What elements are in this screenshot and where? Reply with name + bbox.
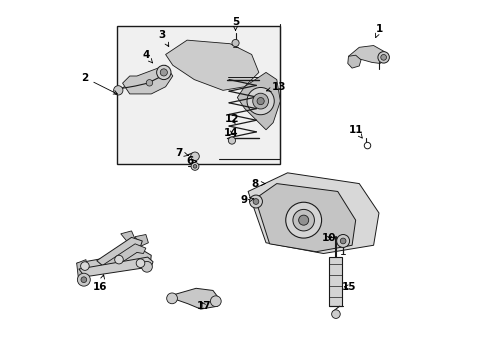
Polygon shape — [121, 231, 135, 244]
Circle shape — [292, 210, 314, 231]
Circle shape — [77, 273, 90, 286]
Polygon shape — [165, 40, 258, 90]
Circle shape — [249, 195, 262, 208]
Circle shape — [246, 87, 274, 115]
Circle shape — [364, 142, 370, 149]
Circle shape — [136, 259, 144, 267]
Circle shape — [191, 162, 199, 170]
Circle shape — [142, 261, 152, 272]
Circle shape — [81, 262, 89, 270]
Polygon shape — [100, 244, 145, 273]
Text: 8: 8 — [251, 179, 264, 189]
Polygon shape — [347, 55, 360, 68]
Circle shape — [377, 51, 388, 63]
Text: 17: 17 — [197, 301, 211, 311]
Circle shape — [115, 255, 123, 264]
Text: 7: 7 — [175, 148, 188, 158]
Polygon shape — [255, 184, 355, 252]
Text: 4: 4 — [142, 50, 152, 63]
Polygon shape — [79, 257, 153, 277]
Text: 9: 9 — [241, 195, 253, 206]
Circle shape — [166, 293, 177, 304]
Circle shape — [81, 277, 86, 283]
Circle shape — [340, 238, 346, 244]
Circle shape — [285, 202, 321, 238]
Circle shape — [160, 69, 167, 76]
Circle shape — [336, 234, 349, 247]
Text: 11: 11 — [348, 125, 362, 138]
Circle shape — [193, 165, 196, 168]
Text: 14: 14 — [223, 129, 238, 138]
Circle shape — [380, 54, 386, 60]
Text: 12: 12 — [224, 114, 239, 124]
Circle shape — [228, 137, 235, 144]
Text: 6: 6 — [186, 156, 196, 166]
Text: 1: 1 — [375, 24, 382, 37]
Bar — [117, 26, 280, 164]
Circle shape — [156, 65, 171, 80]
Circle shape — [298, 215, 308, 225]
Polygon shape — [329, 257, 342, 306]
Polygon shape — [167, 288, 219, 309]
Text: 16: 16 — [93, 275, 107, 292]
Circle shape — [257, 98, 264, 105]
Text: 3: 3 — [158, 30, 168, 46]
Polygon shape — [122, 65, 172, 94]
Circle shape — [190, 152, 199, 161]
Text: 13: 13 — [266, 82, 286, 92]
Circle shape — [113, 86, 122, 95]
Polygon shape — [237, 72, 280, 130]
Circle shape — [210, 296, 221, 307]
Polygon shape — [135, 234, 148, 246]
Text: 15: 15 — [341, 282, 356, 292]
Text: 5: 5 — [231, 17, 239, 30]
Text: 2: 2 — [81, 73, 117, 94]
Circle shape — [231, 40, 239, 46]
Circle shape — [331, 310, 340, 319]
Circle shape — [252, 93, 268, 109]
Circle shape — [146, 80, 152, 86]
Polygon shape — [247, 173, 378, 253]
Polygon shape — [97, 237, 142, 267]
Circle shape — [253, 199, 258, 204]
Polygon shape — [77, 251, 151, 271]
Polygon shape — [77, 260, 87, 282]
Text: 10: 10 — [321, 233, 335, 243]
Polygon shape — [348, 45, 386, 63]
